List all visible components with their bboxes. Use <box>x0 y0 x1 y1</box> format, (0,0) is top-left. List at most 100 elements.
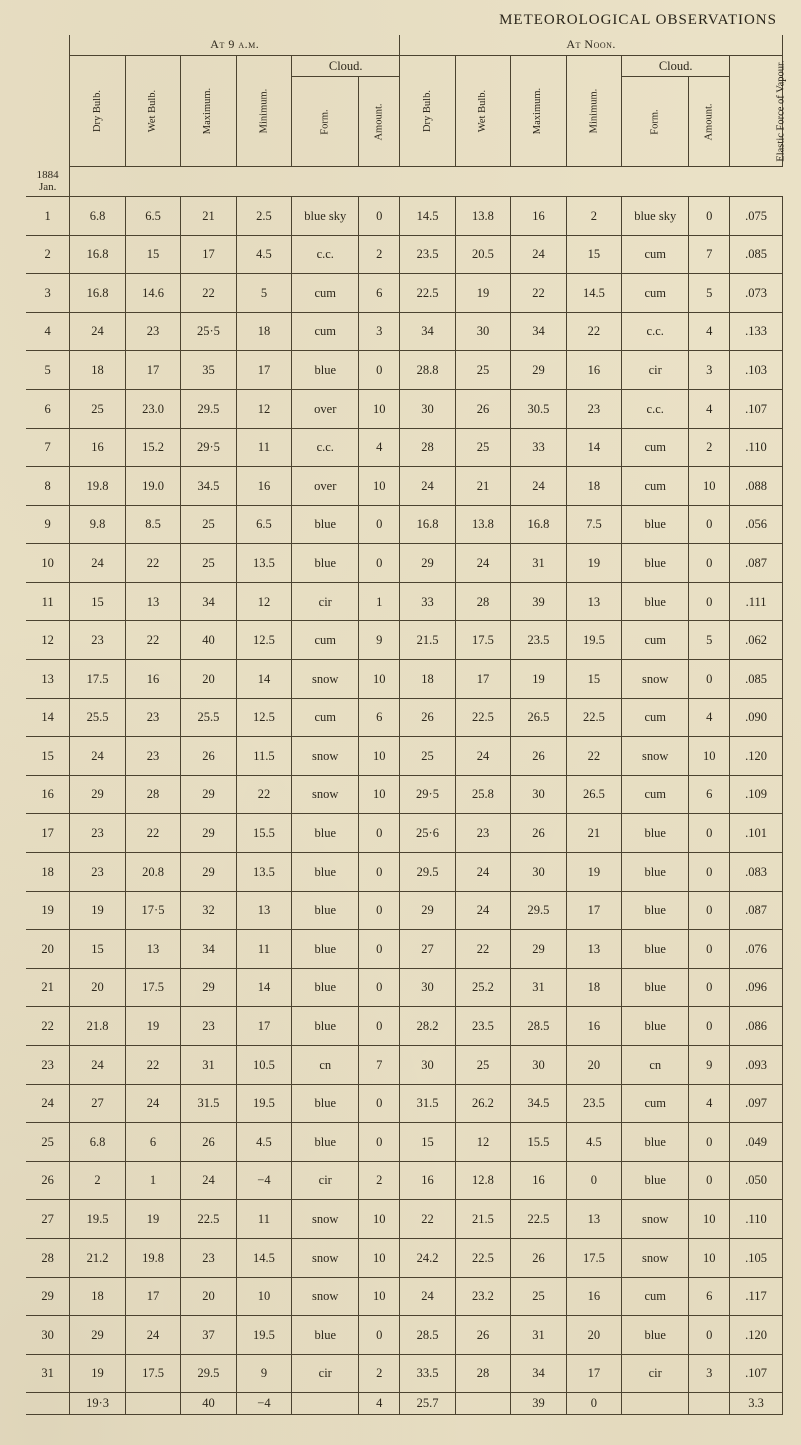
cell-l-max: 24 <box>181 1161 236 1200</box>
cell-date: 21 <box>26 968 70 1007</box>
cell-r-amt: 6 <box>689 775 730 814</box>
cell-r-ef: .133 <box>730 312 783 351</box>
cell-l-dry: 2 <box>70 1161 125 1200</box>
cell-l-form: cir <box>292 1161 359 1200</box>
cell-r-dry: 33 <box>400 582 455 621</box>
table-row: 1024222513.5blue029243119blue0.087 <box>26 544 783 583</box>
cell-l-form: snow <box>292 1277 359 1316</box>
summary-row: 19·3 40 −4 4 25.7 39 0 3.3 <box>26 1393 783 1414</box>
cell-l-wet: 13 <box>125 930 180 969</box>
cell-l-form: blue <box>292 814 359 853</box>
cell-r-min: 18 <box>566 968 621 1007</box>
cell-r-form: blue <box>622 853 689 892</box>
cell-date: 8 <box>26 467 70 506</box>
table-row: 2324223110.5cn730253020cn9.093 <box>26 1046 783 1085</box>
cell-date: 10 <box>26 544 70 583</box>
cell-r-amt: 0 <box>689 1161 730 1200</box>
cell-r-min: 23 <box>566 389 621 428</box>
cell-date: 31 <box>26 1354 70 1393</box>
cell-r-form: cum <box>622 1277 689 1316</box>
table-row: 2015133411blue027222913blue0.076 <box>26 930 783 969</box>
cell-l-max: 22.5 <box>181 1200 236 1239</box>
table-row: 71615.229·511c.c.428253314cum2.110 <box>26 428 783 467</box>
cell-r-max: 22.5 <box>511 1200 566 1239</box>
cell-l-min: 11.5 <box>236 737 291 776</box>
cell-r-dry: 25·6 <box>400 814 455 853</box>
table-row: 2821.219.82314.5snow1024.222.52617.5snow… <box>26 1238 783 1277</box>
cell-l-max: 35 <box>181 351 236 390</box>
cell-r-wet: 21 <box>455 467 510 506</box>
cell-r-wet: 24 <box>455 891 510 930</box>
table-row: 1317.5162014snow1018171915snow0.085 <box>26 660 783 699</box>
cell-r-form: blue <box>622 968 689 1007</box>
table-row: 99.88.5256.5blue016.813.816.87.5blue0.05… <box>26 505 783 544</box>
cell-r-amt: 0 <box>689 582 730 621</box>
cell-l-amt: 10 <box>359 389 400 428</box>
table-row: 1723222915.5blue025·6232621blue0.101 <box>26 814 783 853</box>
section-noon: At Noon. <box>400 35 783 55</box>
cell-l-amt: 0 <box>359 968 400 1007</box>
cell-r-max: 30.5 <box>511 389 566 428</box>
cell-l-min: 11 <box>236 1200 291 1239</box>
cell-r-ef: .101 <box>730 814 783 853</box>
cell-r-ef: .090 <box>730 698 783 737</box>
cell-l-max: 29 <box>181 853 236 892</box>
cell-r-form: blue sky <box>622 196 689 235</box>
cell-l-dry: 19 <box>70 891 125 930</box>
cell-r-max: 29 <box>511 351 566 390</box>
cell-date: 29 <box>26 1277 70 1316</box>
cell-date: 24 <box>26 1084 70 1123</box>
cell-l-amt: 9 <box>359 621 400 660</box>
cell-r-dry: 33.5 <box>400 1354 455 1393</box>
sum-ref: 3.3 <box>730 1393 783 1414</box>
cell-r-amt: 9 <box>689 1046 730 1085</box>
cell-l-form: cum <box>292 621 359 660</box>
table-row: 1524232611.5snow1025242622snow10.120 <box>26 737 783 776</box>
cell-l-max: 34.5 <box>181 467 236 506</box>
section-row: At 9 a.m. At Noon. <box>26 35 783 55</box>
cell-l-min: 11 <box>236 428 291 467</box>
cell-r-max: 31 <box>511 968 566 1007</box>
cell-r-wet: 23.2 <box>455 1277 510 1316</box>
cell-r-max: 26 <box>511 1238 566 1277</box>
cell-r-form: blue <box>622 505 689 544</box>
cell-l-dry: 23 <box>70 853 125 892</box>
cell-r-form: cir <box>622 351 689 390</box>
cell-l-wet: 22 <box>125 814 180 853</box>
cell-l-wet: 17.5 <box>125 968 180 1007</box>
cell-date: 4 <box>26 312 70 351</box>
cell-l-dry: 23 <box>70 814 125 853</box>
col-max-n: Maximum. <box>511 55 566 166</box>
cell-l-min: 14.5 <box>236 1238 291 1277</box>
cell-r-form: cum <box>622 467 689 506</box>
cell-r-amt: 0 <box>689 544 730 583</box>
cell-r-min: 0 <box>566 1161 621 1200</box>
cell-r-dry: 34 <box>400 312 455 351</box>
cell-r-ef: .096 <box>730 968 783 1007</box>
cell-l-amt: 1 <box>359 582 400 621</box>
cell-r-dry: 16.8 <box>400 505 455 544</box>
cell-r-dry: 28 <box>400 428 455 467</box>
cell-r-wet: 19 <box>455 274 510 313</box>
cell-l-max: 37 <box>181 1316 236 1355</box>
cell-r-ef: .103 <box>730 351 783 390</box>
cell-l-amt: 0 <box>359 1316 400 1355</box>
cell-l-form: over <box>292 467 359 506</box>
cell-l-dry: 24 <box>70 737 125 776</box>
cell-l-form: over <box>292 389 359 428</box>
cell-r-dry: 22 <box>400 1200 455 1239</box>
table-row: 819.819.034.516over1024212418cum10.088 <box>26 467 783 506</box>
cell-r-dry: 15 <box>400 1123 455 1162</box>
cell-l-form: cum <box>292 698 359 737</box>
cell-l-max: 26 <box>181 737 236 776</box>
cell-l-form: blue <box>292 1316 359 1355</box>
sum-rmin: 0 <box>566 1393 621 1414</box>
cell-r-ef: .120 <box>730 737 783 776</box>
cell-r-min: 21 <box>566 814 621 853</box>
cell-l-min: 10.5 <box>236 1046 291 1085</box>
cell-r-ef: .105 <box>730 1238 783 1277</box>
cell-l-dry: 15 <box>70 930 125 969</box>
cell-r-dry: 28.5 <box>400 1316 455 1355</box>
cell-r-amt: 0 <box>689 1007 730 1046</box>
cell-l-max: 25 <box>181 544 236 583</box>
